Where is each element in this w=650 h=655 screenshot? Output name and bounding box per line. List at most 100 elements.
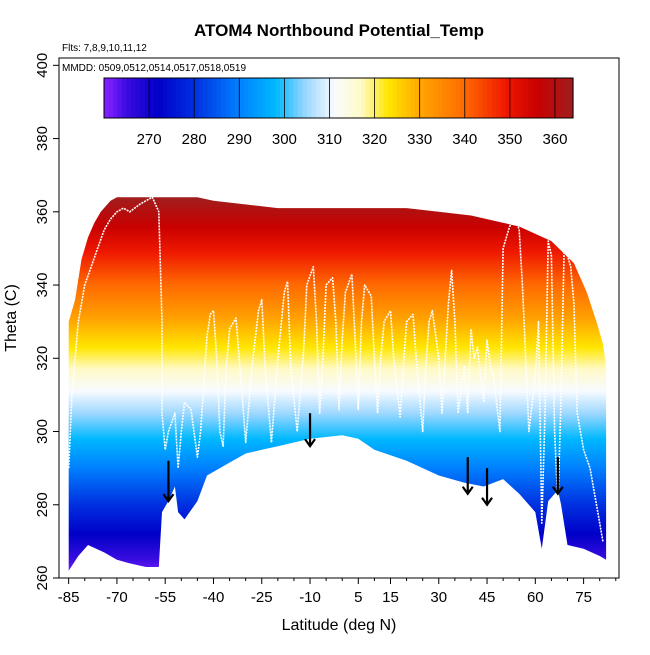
colorbar-cell (563, 78, 570, 118)
colorbar-tick-label: 310 (317, 131, 342, 148)
colorbar-tick-label: 280 (182, 131, 207, 148)
colorbar-cell (293, 78, 299, 118)
colorbar-cell (203, 78, 209, 118)
x-tick-label: -85 (58, 589, 80, 606)
colorbar-cell (279, 78, 285, 118)
colorbar-cell (446, 78, 452, 118)
x-tick-label: 5 (354, 589, 362, 606)
colorbar-cell (487, 78, 493, 118)
colorbar-cell (198, 78, 204, 118)
colorbar-cell (158, 78, 164, 118)
colorbar-cell (189, 78, 195, 118)
colorbar-cell (509, 78, 515, 118)
x-tick-label: -25 (251, 589, 273, 606)
colorbar-cell (311, 78, 317, 118)
colorbar-cell (388, 78, 394, 118)
y-tick-label: 280 (34, 492, 51, 517)
flights-annotation: Flts: 7,8,9,10,11,12 (62, 43, 147, 54)
colorbar-cell (374, 78, 380, 118)
colorbar-cell (437, 78, 443, 118)
colorbar-cell (541, 78, 547, 118)
colorbar-cell (559, 78, 565, 118)
colorbar-cell (347, 78, 353, 118)
colorbar-cell (343, 78, 349, 118)
y-tick-label: 400 (34, 53, 51, 78)
x-tick-label: 60 (527, 589, 544, 606)
colorbar-tick-label: 270 (137, 131, 162, 148)
x-axis: -85 -70 -55 -40 -25 -10 5 15 30 45 60 75 (58, 578, 617, 606)
colorbar-cell (428, 78, 434, 118)
descent-arrow-head (162, 493, 175, 503)
descent-arrow (461, 457, 474, 496)
colorbar-cell (505, 78, 511, 118)
colorbar-cell (108, 78, 114, 118)
colorbar-cell (415, 78, 421, 118)
colorbar-frame (103, 77, 574, 119)
colorbar-cell (270, 78, 276, 118)
colorbar-tick-label: 320 (362, 131, 387, 148)
colorbar-cell (221, 78, 227, 118)
colorbar-cell (302, 78, 308, 118)
x-tick-label: 45 (479, 589, 496, 606)
y-tick-label: 300 (34, 419, 51, 444)
plot-area (67, 196, 607, 571)
colorbar-cell (239, 78, 245, 118)
x-axis-title: Latitude (deg N) (282, 617, 397, 634)
y-axis-title: Theta (C) (3, 284, 20, 352)
colorbar-cell (356, 78, 362, 118)
colorbar-cell (365, 78, 371, 118)
y-tick-label: 340 (34, 273, 51, 298)
colorbar-cell (554, 78, 561, 118)
colorbar-tick-label: 340 (452, 131, 477, 148)
colorbar-cell (315, 78, 322, 118)
y-tick-label: 360 (34, 199, 51, 224)
colorbar-cell (383, 78, 389, 118)
colorbar-cell (140, 78, 146, 118)
colorbar-cell (527, 78, 534, 118)
colorbar-cell (329, 78, 335, 118)
y-tick-label: 260 (34, 565, 51, 590)
colorbar-cell (433, 78, 439, 118)
colorbar-cell (352, 78, 358, 118)
x-tick-label: -10 (299, 589, 321, 606)
colorbar-cell (234, 78, 240, 118)
colorbar-cell (370, 78, 376, 118)
colorbar-cell (324, 78, 331, 118)
descent-arrow-head (461, 486, 474, 496)
descent-arrow (304, 413, 316, 449)
colorbar-cell (361, 78, 367, 118)
colorbar-cell (464, 78, 470, 118)
colorbar-cell (297, 78, 304, 118)
y-axis: 260 280 300 320 340 360 380 400 (34, 53, 59, 591)
colorbar-cell (162, 78, 168, 118)
colorbar-tick-label: 300 (272, 131, 297, 148)
colorbar-cell (496, 78, 502, 118)
colorbar-cell (113, 78, 119, 118)
x-tick-label: 75 (575, 589, 592, 606)
colorbar-cell (149, 78, 155, 118)
colorbar-cell (153, 78, 159, 118)
plot-frame (58, 57, 620, 579)
x-tick-label: -55 (154, 589, 176, 606)
colorbar-cell (171, 78, 177, 118)
colorbar-cell (225, 78, 231, 118)
colorbar-cell (306, 78, 313, 118)
colorbar-cell (460, 78, 466, 118)
colorbar-cell (243, 78, 249, 118)
colorbar-cell (257, 78, 263, 118)
colorbar-cell (288, 78, 294, 118)
colorbar-cell (568, 78, 574, 118)
colorbar-cell (536, 78, 543, 118)
colorbar-cell (455, 78, 461, 118)
descent-arrow (551, 457, 564, 496)
colorbar-cell (424, 78, 430, 118)
colorbar-cell (478, 78, 484, 118)
colorbar-cell (532, 78, 538, 118)
colorbar-cell (104, 78, 110, 118)
colorbar-cell (333, 78, 340, 118)
colorbar-cell (185, 78, 191, 118)
colorbar-cell (131, 78, 137, 118)
colorbar-cell (545, 78, 552, 118)
colorbar-cell (230, 78, 236, 118)
